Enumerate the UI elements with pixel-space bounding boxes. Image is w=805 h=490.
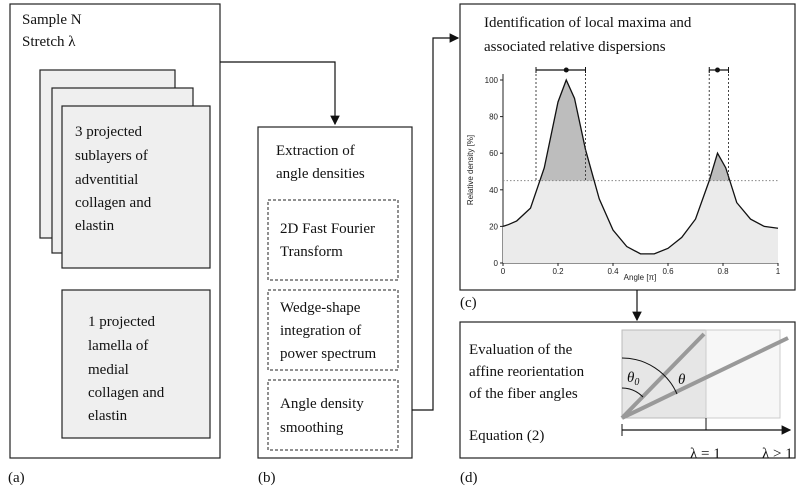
x-tick-label: 0.8 (717, 267, 729, 276)
peak-area (539, 80, 730, 181)
step-line: Transform (280, 244, 343, 260)
x-tick-label: 0 (501, 267, 506, 276)
box-line: lamella of (88, 338, 148, 354)
step-line: integration of (280, 323, 361, 339)
panel-label: (b) (258, 470, 276, 486)
title-line: angle densities (276, 166, 365, 182)
title-line: associated relative dispersions (484, 39, 666, 55)
panel-b (257, 126, 413, 459)
text-line: Evaluation of the (469, 342, 573, 358)
curve (502, 78, 779, 255)
x-axis-label: Angle [π] (624, 273, 657, 282)
lambda-1: λ = 1 (690, 446, 721, 462)
step-box (267, 379, 399, 451)
title-line: Stretch λ (22, 34, 76, 50)
panel-a (9, 3, 221, 459)
stretch-rect (705, 329, 781, 419)
panel-label: (c) (460, 295, 477, 311)
step-line: smoothing (280, 420, 344, 436)
step-line: power spectrum (280, 346, 377, 362)
box-line: elastin (88, 408, 128, 424)
title-line: Sample N (22, 12, 82, 28)
title-line: Extraction of (276, 143, 355, 159)
y-tick-label: 40 (489, 186, 498, 195)
theta0: θ0 (627, 370, 639, 388)
theta: θ (678, 372, 686, 388)
panel-d (459, 321, 796, 459)
panel-label: (d) (460, 470, 478, 486)
box-line: medial (88, 362, 129, 378)
step-line: 2D Fast Fourier (280, 221, 375, 237)
x-tick-label: 0.4 (607, 267, 619, 276)
text-line: affine reorientation (469, 364, 585, 380)
y-tick-label: 20 (489, 222, 498, 231)
box-line: 3 projected (75, 124, 143, 140)
layer-front (61, 105, 211, 269)
box-line: elastin (75, 218, 115, 234)
step-line: Angle density (280, 396, 364, 412)
chart: 0 20 40 60 80 100 0 0.2 0.4 0.6 0.8 1 (485, 67, 781, 276)
lamella-box (61, 289, 211, 439)
equation: Equation (2) (469, 428, 544, 444)
step-line: Wedge-shape (280, 300, 361, 316)
box-line: collagen and (75, 195, 152, 211)
y-tick-label: 60 (489, 149, 498, 158)
box-line: collagen and (88, 385, 165, 401)
y-axis-label: Relative density [%] (466, 135, 475, 205)
panel-label: (a) (8, 470, 25, 486)
peak-marker (563, 67, 569, 73)
angle-arc (621, 387, 644, 398)
fiber (620, 332, 706, 420)
theta0-symbol: θ (627, 370, 635, 386)
arrow (412, 33, 460, 411)
arrow (220, 61, 340, 126)
step-box (267, 289, 399, 371)
text-line: of the fiber angles (469, 386, 578, 402)
y-tick-label: 0 (494, 259, 499, 268)
peak-marker (715, 67, 720, 73)
angle-arc (621, 357, 678, 395)
panel-c (459, 3, 796, 291)
title-line: Identification of local maxima and (484, 15, 692, 31)
box-line: sublayers of (75, 148, 148, 164)
step-box (267, 199, 399, 281)
fiber-stretched (621, 336, 789, 420)
box-line: adventitial (75, 172, 138, 188)
x-tick-label: 0.2 (552, 267, 564, 276)
lambda-2: λ > 1 (762, 446, 793, 462)
box-line: 1 projected (88, 314, 156, 330)
y-tick-label: 80 (489, 113, 498, 122)
x-tick-label: 1 (776, 267, 781, 276)
theta0-sub: 0 (634, 377, 639, 388)
x-tick-label: 0.6 (662, 267, 674, 276)
y-tick-label: 100 (485, 76, 499, 85)
